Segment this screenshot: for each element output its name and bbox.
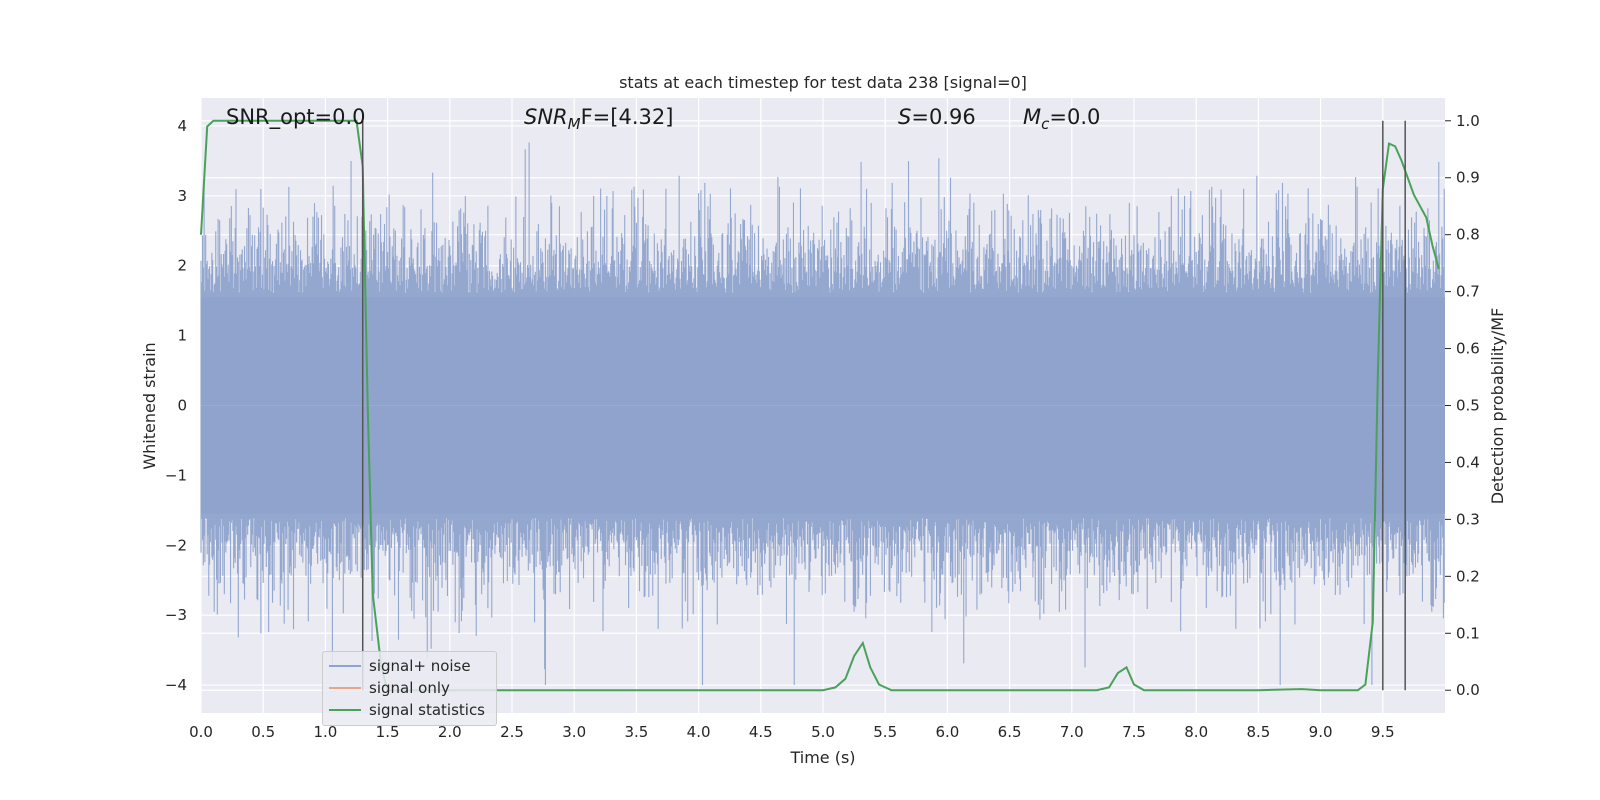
- x-axis-label: Time (s): [789, 748, 855, 767]
- y-right-tick-label: 0.5: [1456, 397, 1480, 415]
- chart-title: stats at each timestep for test data 238…: [619, 73, 1027, 92]
- x-tick-labels: 0.0 0.5 1.0 1.5 2.0 2.5 3.0 3.5 4.0 4.5 5.0 5.5 6.0 6…: [189, 723, 1395, 741]
- x-tick-label: 4.5: [749, 723, 773, 741]
- x-tick-label: 5.5: [873, 723, 897, 741]
- x-tick-label: 8.5: [1246, 723, 1270, 741]
- y-right-tick-label: 0.6: [1456, 340, 1480, 358]
- legend-item-signal-noise: signal+ noise: [329, 655, 471, 677]
- signal-noise-core: [201, 297, 1445, 514]
- x-tick-label: 0.5: [251, 723, 275, 741]
- y-left-tick-label: 0: [177, 397, 187, 415]
- legend-label-signal-statistics: signal statistics: [369, 701, 486, 719]
- x-tick-label: 1.5: [376, 723, 400, 741]
- signal-noise-series: [200, 142, 1445, 685]
- x-tick-label: 6.5: [998, 723, 1022, 741]
- y-left-tick-label: 2: [177, 257, 187, 275]
- x-tick-label: 1.0: [313, 723, 337, 741]
- y-right-tick-label: 0.1: [1456, 624, 1480, 642]
- annotation-snr-opt: SNR_opt=0.0: [226, 105, 366, 130]
- annotation-s: S=0.96: [898, 105, 976, 129]
- y-left-tick-label: −4: [165, 676, 187, 694]
- x-tick-label: 4.0: [687, 723, 711, 741]
- annotation-snr-mf: SNRMF=[4.32]: [524, 105, 673, 133]
- legend-swatch-signal-statistics: [329, 709, 361, 711]
- legend: signal+ noise signal only signal statist…: [322, 651, 497, 726]
- y-right-tick-label: 0.3: [1456, 510, 1480, 528]
- y-right-tick-label: 0.7: [1456, 283, 1480, 301]
- x-tick-label: 5.0: [811, 723, 835, 741]
- y-right-tick-label: 0.2: [1456, 567, 1480, 585]
- y-left-tick-label: −1: [165, 466, 187, 484]
- x-tick-label: 3.5: [624, 723, 648, 741]
- legend-item-signal-statistics: signal statistics: [329, 699, 485, 721]
- y-left-tick-label: 3: [177, 187, 187, 205]
- x-tick-label: 7.0: [1060, 723, 1084, 741]
- x-tick-label: 9.5: [1371, 723, 1395, 741]
- x-tick-label: 6.0: [935, 723, 959, 741]
- x-tick-label: 3.0: [562, 723, 586, 741]
- y-right-axis-label: Detection probability/MF: [1488, 308, 1507, 505]
- y-left-tick-label: 4: [177, 117, 187, 135]
- y-right-tick-label: 0.4: [1456, 453, 1480, 471]
- y-right-tick-label: 1.0: [1456, 112, 1480, 130]
- annotation-mc: Mc=0.0: [1023, 105, 1100, 133]
- y-right-tick-label: 0.8: [1456, 226, 1480, 244]
- y-left-tick-label: −2: [165, 536, 187, 554]
- y-right-tick-label: 0.0: [1456, 681, 1480, 699]
- x-tick-label: 2.5: [500, 723, 524, 741]
- x-tick-label: 9.0: [1309, 723, 1333, 741]
- y-left-tick-label: −3: [165, 606, 187, 624]
- y-left-axis-label: Whitened strain: [140, 342, 159, 469]
- legend-label-signal-only: signal only: [369, 679, 450, 697]
- legend-swatch-signal-only: [329, 687, 361, 689]
- signal-statistics-line: [200, 119, 1440, 692]
- y-right-tick-label: 0.9: [1456, 169, 1480, 187]
- y-left-tick-labels: 4 3 2 1 0 −1 −2 −3 −4: [165, 117, 187, 694]
- y-right-tick-labels: 1.0 0.9 0.8 0.7 0.6 0.5 0.4 0.3 0.2 0.1 0.0: [1445, 112, 1480, 699]
- y-left-tick-label: 1: [177, 327, 187, 345]
- x-tick-label: 0.0: [189, 723, 213, 741]
- x-tick-label: 8.0: [1184, 723, 1208, 741]
- signal-statistics-series: [200, 119, 1440, 692]
- legend-label-signal-noise: signal+ noise: [369, 657, 471, 675]
- legend-swatch-signal-noise: [329, 665, 361, 667]
- legend-item-signal-only: signal only: [329, 677, 450, 699]
- x-tick-label: 7.5: [1122, 723, 1146, 741]
- x-tick-label: 2.0: [438, 723, 462, 741]
- vertical-markers: [361, 120, 1406, 691]
